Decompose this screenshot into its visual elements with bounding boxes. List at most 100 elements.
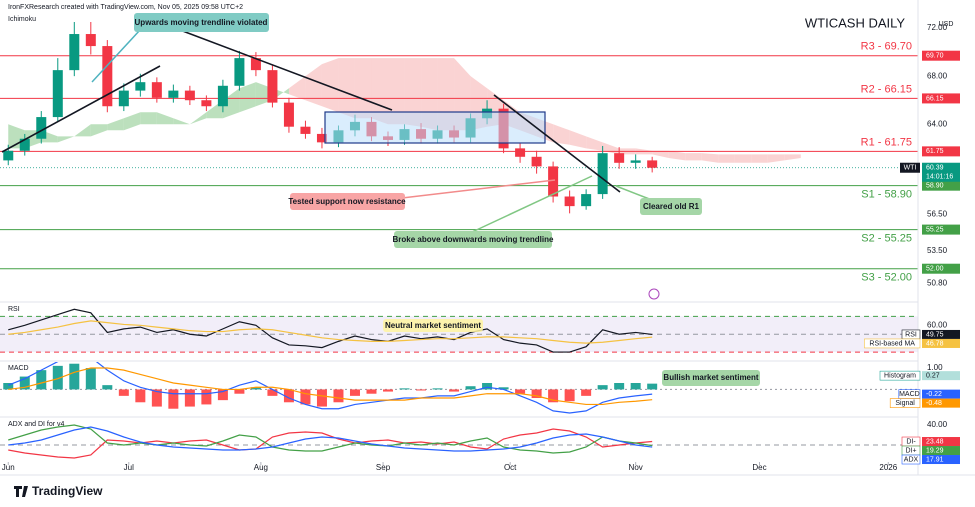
legend-name: MACD — [899, 391, 920, 398]
series-line — [8, 367, 653, 406]
legend-name: RSI-based MA — [869, 340, 915, 347]
cloud-segment — [156, 112, 174, 125]
histogram-bar — [168, 389, 179, 409]
annotation-box — [662, 370, 760, 386]
candle-body — [564, 196, 575, 207]
value-box — [922, 437, 960, 447]
annotation: Cleared old R1 — [643, 202, 700, 211]
last-name-box — [900, 162, 920, 173]
histogram-bar — [614, 383, 625, 390]
histogram-bar — [102, 385, 113, 390]
candle-body — [184, 90, 195, 101]
histogram-bar — [184, 389, 195, 407]
histogram-bar — [52, 365, 63, 390]
cloud-segment — [553, 124, 570, 145]
panel-title: ADX and DI for v4 — [8, 421, 65, 428]
cloud-segment — [388, 58, 405, 125]
cloud-segment — [734, 154, 752, 163]
value-box — [922, 371, 960, 381]
value-label: 23.48 — [926, 438, 944, 445]
range-box — [324, 111, 546, 144]
candle-body — [85, 34, 96, 47]
annotation-box — [640, 198, 702, 215]
countdown: 14:01:16 — [926, 174, 953, 181]
series-line — [8, 426, 653, 452]
value-label: 17.91 — [926, 456, 944, 463]
value-box — [922, 446, 960, 456]
cloud-segment — [751, 154, 768, 163]
x-tick-label: Sep — [376, 463, 391, 472]
annotation-box — [134, 13, 269, 32]
candle-body — [19, 138, 30, 151]
cloud-segment — [668, 150, 686, 161]
histogram-bar — [151, 389, 162, 407]
drawings: Upwards moving trendline violated Tested… — [1, 13, 760, 386]
histogram-bar — [630, 383, 641, 390]
connector — [401, 179, 556, 199]
level-name: R3 - 69.70 — [861, 41, 912, 53]
histogram-bar — [383, 389, 394, 392]
level-name: R1 - 61.75 — [861, 136, 912, 148]
cloud-segment — [305, 64, 322, 107]
series-line — [8, 308, 653, 353]
cloud-segment — [140, 112, 157, 125]
annotation-box — [394, 231, 552, 248]
histogram-bar — [19, 376, 30, 390]
cloud-segment — [404, 58, 422, 127]
cloud-segment — [652, 150, 669, 158]
series-line — [8, 320, 653, 344]
histogram-bar — [283, 389, 294, 403]
cloud-segment — [718, 154, 735, 163]
histogram-bar — [399, 388, 410, 390]
candle-body — [250, 58, 261, 71]
level-box — [922, 224, 960, 235]
level-name: S2 - 55.25 — [861, 233, 912, 245]
panel-title: RSI — [8, 306, 20, 313]
candle-body — [630, 160, 641, 163]
histogram-bar — [250, 387, 261, 390]
histogram-bar — [267, 389, 278, 396]
histogram-bar — [316, 389, 327, 407]
level-box — [922, 50, 960, 61]
legend-box — [889, 398, 921, 408]
candle-body — [300, 126, 311, 134]
candle-body — [234, 58, 245, 86]
level-box — [922, 93, 960, 104]
value-label: -0.48 — [926, 400, 942, 407]
annotation-box — [383, 319, 483, 332]
cloud-segment — [107, 118, 124, 131]
histogram-bar — [449, 389, 460, 392]
level-label: 61.75 — [926, 148, 944, 155]
x-tick-label: Nov — [629, 463, 643, 472]
attribution: IronFXResearch created with TradingView.… — [8, 4, 243, 11]
histogram-bar — [647, 383, 658, 390]
legend-box — [864, 338, 921, 349]
histogram-bar — [135, 389, 146, 403]
axis-layer: 72.00 68.00 64.00 56.50 53.50 50.80 60.00 1.00 4… — [0, 0, 975, 476]
candle-body — [531, 156, 542, 167]
x-tick-label: Dec — [752, 463, 766, 472]
candle-body — [168, 90, 179, 98]
y-tick-label: 40.00 — [927, 420, 948, 429]
value-label: -0.22 — [926, 391, 942, 398]
cloud-segment — [90, 124, 108, 137]
legend-name: DI+ — [905, 447, 916, 454]
legend-name: RSI — [905, 331, 917, 338]
trendline — [493, 94, 621, 193]
histogram-bar — [416, 389, 427, 391]
event-icon[interactable] — [648, 288, 660, 300]
histogram-bar — [515, 389, 526, 394]
x-tick-label: Jun — [2, 463, 15, 472]
legend-name: DI- — [906, 438, 916, 445]
level-label: 58.90 — [926, 183, 944, 190]
last-price-box — [922, 162, 960, 182]
histogram-bar — [581, 389, 592, 396]
cloud-segment — [173, 118, 190, 125]
cloud-segment — [123, 112, 141, 131]
value-label: 19.29 — [926, 447, 944, 454]
legend-box — [879, 370, 921, 381]
panel-title: MACD — [8, 365, 29, 372]
x-tick-label: Oct — [504, 463, 517, 472]
cloud-segment — [685, 153, 702, 161]
histogram-bar — [465, 386, 476, 390]
